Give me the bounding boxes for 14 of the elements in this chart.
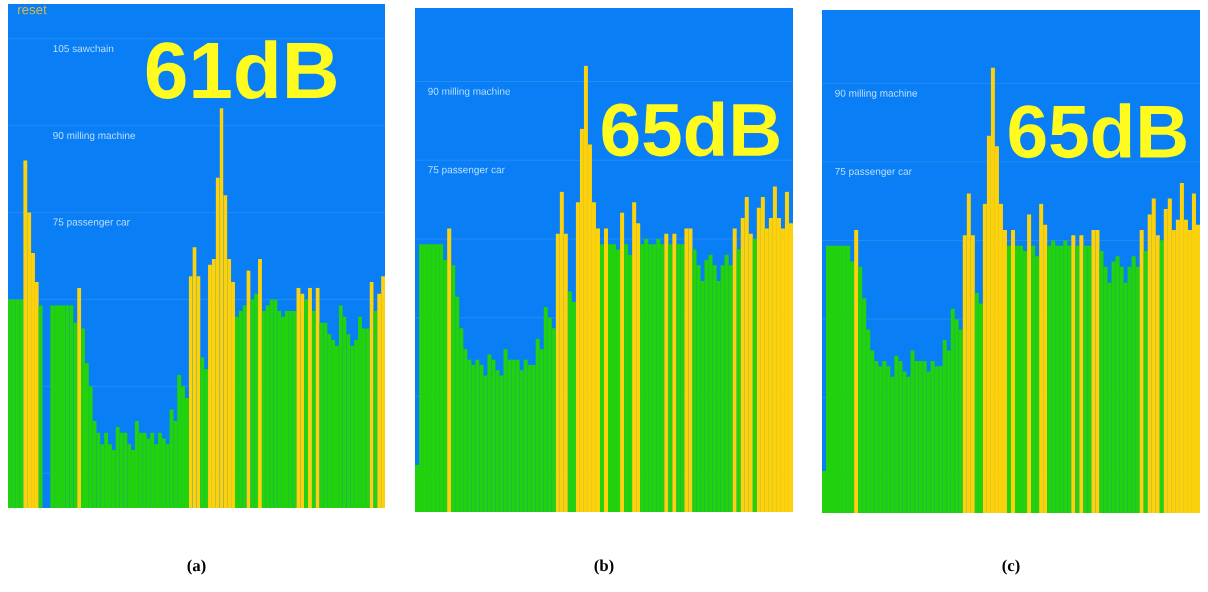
- annotation: 65dB: [602, 101, 779, 157]
- y-tick-label: 75 passenger car: [428, 166, 505, 176]
- y-tick-label: 90 milling machine: [53, 131, 136, 142]
- annotation: 61dB: [146, 40, 336, 99]
- y-tick-label: 90 milling machine: [428, 87, 511, 97]
- y-tick-label: 75 passenger car: [53, 218, 130, 228]
- text: (a): [187, 559, 206, 575]
- annotation: reset: [18, 5, 47, 15]
- text: (c): [1002, 559, 1020, 575]
- y-tick-label: 75 passenger car: [835, 167, 912, 177]
- y-tick-label: 105 sawchain: [53, 44, 114, 53]
- y-tick-label: 90 milling machine: [835, 89, 918, 99]
- annotation: 65dB: [1009, 103, 1186, 159]
- text: (b): [594, 559, 614, 575]
